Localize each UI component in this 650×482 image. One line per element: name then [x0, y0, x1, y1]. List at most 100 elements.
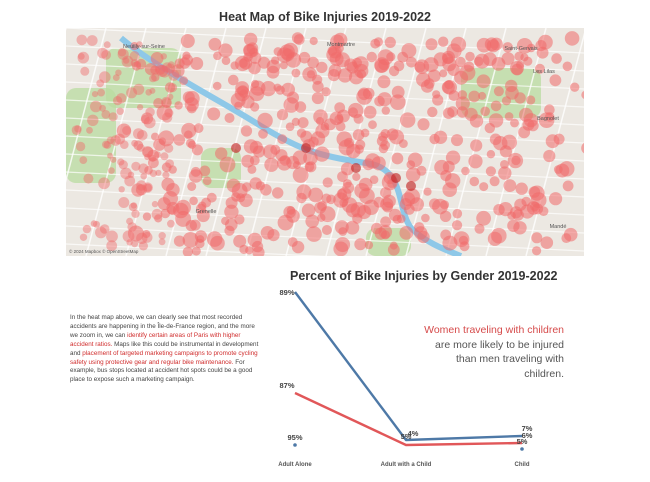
data-label: 6% — [522, 431, 533, 440]
heat-point — [335, 121, 346, 132]
heat-point — [500, 160, 509, 169]
heat-point — [368, 120, 377, 130]
heat-point — [315, 117, 325, 126]
heat-point — [444, 80, 454, 90]
x-tick-label: Child — [515, 462, 530, 468]
heat-point — [118, 186, 125, 193]
chart-title: Percent of Bike Injuries by Gender 2019-… — [290, 269, 558, 283]
heat-point — [171, 64, 185, 78]
heat-point — [345, 220, 360, 235]
heat-point — [534, 63, 545, 74]
data-label: 89% — [279, 288, 294, 297]
heat-point — [140, 114, 150, 124]
heat-point — [252, 246, 265, 256]
heat-point — [116, 123, 132, 138]
heat-point — [210, 235, 225, 251]
heat-point — [161, 162, 172, 173]
heat-point — [97, 47, 108, 59]
heat-point — [335, 220, 349, 235]
heat-point — [135, 184, 147, 196]
heat-point — [581, 90, 584, 99]
heat-point — [103, 141, 112, 149]
heat-point — [184, 91, 200, 106]
heat-point — [353, 113, 364, 124]
heat-point — [461, 166, 470, 176]
heat-point — [207, 107, 221, 121]
heat-point — [155, 169, 162, 176]
heat-point — [531, 232, 543, 244]
heat-point — [77, 51, 90, 64]
heat-point — [74, 125, 82, 133]
heat-point — [99, 104, 106, 112]
heat-point — [199, 165, 211, 177]
data-label: 87% — [279, 381, 294, 390]
heat-point — [296, 192, 307, 204]
heat-point — [543, 149, 556, 163]
heat-point — [350, 202, 366, 218]
heat-point — [406, 56, 417, 68]
heat-point — [384, 36, 396, 48]
heat-point — [382, 201, 393, 213]
heat-point — [387, 243, 400, 256]
heat-point — [114, 133, 125, 145]
heat-point — [83, 173, 94, 184]
map-place-label: Saint-Gervais — [504, 46, 538, 52]
heat-map[interactable]: Neuilly-sur-Seine Saint-Gervais Les Lilas B… — [66, 28, 584, 256]
heat-hotspot — [301, 143, 311, 153]
heat-point — [503, 179, 517, 193]
heat-point — [386, 128, 399, 141]
heat-point — [360, 128, 370, 138]
heat-point — [93, 220, 100, 228]
heat-point — [145, 89, 152, 96]
heat-point — [292, 167, 309, 183]
heat-point — [511, 63, 523, 76]
heat-point — [476, 210, 491, 226]
heat-point — [321, 225, 332, 235]
heat-point — [134, 60, 141, 68]
heat-point — [145, 107, 155, 117]
heat-point — [386, 52, 396, 62]
heat-point — [267, 229, 280, 242]
heat-point — [292, 150, 308, 165]
heat-point — [138, 241, 148, 251]
heat-point — [131, 161, 141, 171]
heat-point — [416, 165, 427, 176]
heat-point — [291, 68, 301, 78]
heat-point — [327, 69, 340, 82]
heat-point — [544, 112, 555, 122]
heat-point — [391, 152, 404, 165]
heat-point — [77, 53, 85, 60]
heat-point — [202, 176, 212, 186]
heat-point — [400, 112, 416, 128]
callout-text: are more likely to be injured than men t… — [435, 338, 564, 380]
heat-point — [167, 61, 175, 68]
heat-point — [158, 232, 166, 240]
heat-point — [570, 82, 580, 92]
map-canvas[interactable]: Neuilly-sur-Seine Saint-Gervais Les Lilas B… — [66, 28, 584, 256]
heat-point — [432, 198, 448, 215]
heat-point — [179, 76, 188, 85]
heat-point — [126, 217, 134, 225]
data-label: 7% — [522, 424, 533, 433]
heat-point — [173, 202, 189, 219]
data-point — [293, 443, 297, 447]
heat-point — [166, 93, 174, 101]
insight-callout: Women traveling with children are more l… — [424, 323, 564, 381]
heat-point — [514, 198, 527, 211]
heat-point — [515, 182, 528, 195]
heat-point — [142, 212, 152, 221]
heat-point — [196, 209, 210, 223]
heat-point — [424, 78, 435, 89]
heat-point — [82, 224, 92, 234]
heat-point — [117, 48, 127, 57]
heat-point — [490, 100, 502, 112]
heat-point — [286, 91, 299, 104]
heat-point — [469, 176, 480, 187]
heat-point — [90, 100, 102, 113]
heat-point — [414, 222, 425, 233]
heat-point — [364, 240, 374, 250]
map-attribution[interactable]: © 2024 Mapbox © OpenStreetMap — [69, 249, 139, 254]
heat-point — [505, 79, 518, 93]
callout-highlight: Women traveling with children — [424, 324, 564, 336]
